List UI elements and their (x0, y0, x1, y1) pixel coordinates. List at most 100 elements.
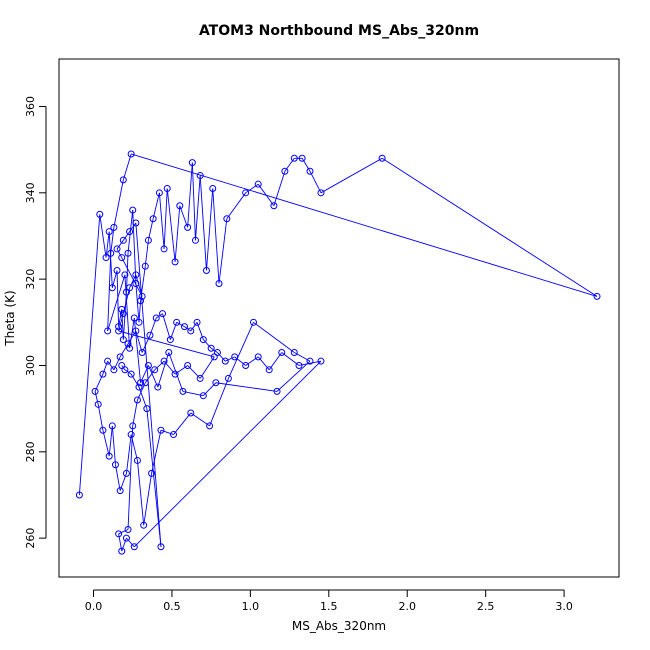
data-point (215, 279, 223, 287)
data-point (171, 370, 179, 378)
series-line-segment (154, 360, 165, 371)
data-point (184, 223, 192, 231)
series-line-segment (143, 473, 152, 526)
series-line-segment (122, 231, 130, 241)
data-point (157, 426, 165, 434)
series-line-segment (184, 326, 192, 332)
series-line-segment (78, 214, 101, 496)
series-line-segment (152, 192, 160, 219)
series-line-segment (276, 360, 311, 392)
x-tick-label: 0.5 (163, 600, 181, 613)
series-line-segment (130, 373, 140, 388)
y-tick-label: 360 (24, 96, 37, 117)
series-line-segment (212, 188, 220, 284)
data-point (148, 469, 156, 477)
series-line-segment (105, 231, 110, 258)
series-line-segment (320, 157, 383, 194)
data-point (110, 223, 118, 231)
series-line-segment (174, 205, 181, 262)
series-line-segment (173, 412, 192, 435)
y-tick-label: 340 (24, 182, 37, 203)
series-line-segment (107, 274, 126, 332)
series-line-segment (124, 369, 132, 375)
data-point (129, 422, 137, 430)
data-point (132, 271, 140, 279)
series-line-segment (381, 157, 598, 297)
data-point (231, 353, 239, 361)
series-line-segment (116, 248, 123, 258)
data-point (113, 245, 121, 253)
data-point (212, 379, 220, 387)
data-point (202, 267, 210, 275)
data-point (179, 387, 187, 395)
data-point (119, 236, 127, 244)
data-point (127, 431, 135, 439)
series-line-segment (126, 537, 135, 548)
data-point (176, 202, 184, 210)
series-line-segment (166, 188, 176, 262)
series-line-segment (245, 356, 259, 366)
series-line-segment (225, 356, 235, 362)
series-line-segment (162, 313, 171, 340)
series-line-segment (195, 175, 201, 241)
data-point (113, 267, 121, 275)
series-line-segment (273, 171, 286, 206)
series-line-segment (131, 153, 598, 297)
data-point (135, 383, 143, 391)
data-point (129, 206, 137, 214)
data-point (140, 521, 148, 529)
data-point (115, 327, 123, 335)
series-line-segment (144, 240, 149, 267)
data-point (165, 349, 173, 357)
series-line-segment (118, 529, 129, 535)
data-point (290, 154, 298, 162)
data-point (121, 271, 129, 279)
data-point (242, 189, 250, 197)
series-line-segment (174, 365, 188, 375)
series-line-segment (191, 162, 196, 241)
data-point (180, 323, 188, 331)
data-point (144, 236, 152, 244)
y-axis-label: Theta (K) (3, 290, 17, 346)
series-line-segment (199, 356, 215, 379)
data-point (171, 258, 179, 266)
data-point (127, 370, 135, 378)
series-line-segment (119, 343, 129, 358)
series-line-segment (113, 356, 121, 370)
data-point (224, 374, 232, 382)
series-line-segment (122, 153, 132, 180)
data-point (184, 361, 192, 369)
data-point (306, 357, 314, 365)
data-point (94, 400, 102, 408)
x-tick-label: 1.0 (242, 600, 260, 613)
data-point (152, 314, 160, 322)
data-point (115, 323, 123, 331)
data-point (254, 180, 262, 188)
series-line-segment (97, 404, 104, 431)
series-line-segment (136, 460, 145, 526)
data-point (154, 383, 162, 391)
series-line-segment (126, 434, 132, 474)
series-line-segment (157, 352, 170, 388)
series-line-segment (158, 192, 165, 249)
series-line-segment (147, 365, 159, 388)
data-point (96, 210, 104, 218)
series-line-segment (190, 322, 198, 332)
data-point (105, 452, 113, 460)
series-line-segment (234, 356, 246, 366)
series-line-segment (133, 317, 142, 383)
series-line-segment (199, 175, 207, 271)
y-tick-label: 280 (24, 441, 37, 462)
series-layer (75, 150, 601, 555)
data-point (223, 215, 231, 223)
data-point (199, 392, 207, 400)
data-point (138, 349, 146, 357)
data-point (187, 409, 195, 417)
data-point (118, 361, 126, 369)
data-point (378, 154, 386, 162)
series-line-segment (168, 352, 184, 392)
data-point (170, 431, 178, 439)
data-point (135, 318, 143, 326)
series-line-segment (245, 183, 259, 194)
